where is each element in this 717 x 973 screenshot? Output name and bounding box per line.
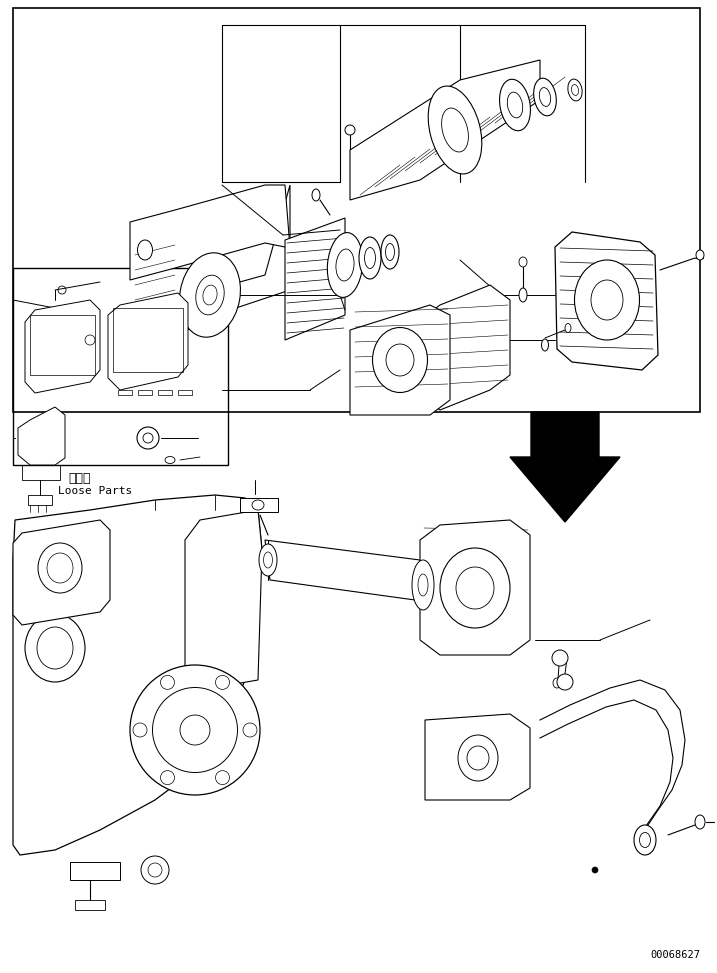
Ellipse shape — [328, 233, 363, 298]
Circle shape — [557, 674, 573, 690]
Text: 同栃品: 同栃品 — [69, 472, 91, 485]
Ellipse shape — [519, 257, 527, 267]
Ellipse shape — [138, 332, 153, 352]
Ellipse shape — [467, 746, 489, 770]
Ellipse shape — [695, 815, 705, 829]
Polygon shape — [108, 293, 188, 390]
Ellipse shape — [165, 456, 175, 463]
Ellipse shape — [359, 237, 381, 279]
Polygon shape — [240, 498, 278, 512]
Ellipse shape — [38, 543, 82, 593]
Polygon shape — [510, 412, 620, 522]
Polygon shape — [420, 285, 510, 410]
Ellipse shape — [591, 280, 623, 320]
Polygon shape — [350, 60, 540, 200]
Ellipse shape — [386, 344, 414, 376]
Circle shape — [141, 856, 169, 884]
Ellipse shape — [137, 427, 159, 449]
Ellipse shape — [440, 548, 510, 628]
Ellipse shape — [568, 79, 582, 101]
Ellipse shape — [179, 253, 240, 338]
Polygon shape — [130, 300, 175, 352]
Polygon shape — [13, 495, 262, 855]
Polygon shape — [13, 520, 110, 625]
Ellipse shape — [574, 260, 640, 340]
Ellipse shape — [519, 288, 527, 302]
Ellipse shape — [500, 79, 531, 130]
Ellipse shape — [130, 665, 260, 795]
Polygon shape — [18, 407, 65, 465]
Polygon shape — [130, 185, 290, 280]
Polygon shape — [555, 232, 658, 370]
Polygon shape — [350, 305, 450, 415]
Circle shape — [552, 650, 568, 666]
Polygon shape — [425, 714, 530, 800]
Ellipse shape — [458, 735, 498, 781]
Circle shape — [592, 867, 598, 873]
Ellipse shape — [412, 560, 434, 610]
Polygon shape — [70, 862, 120, 880]
Polygon shape — [75, 900, 105, 910]
Ellipse shape — [696, 250, 704, 260]
Ellipse shape — [428, 86, 482, 174]
Polygon shape — [175, 185, 290, 340]
Ellipse shape — [456, 567, 494, 609]
Polygon shape — [420, 520, 530, 655]
Ellipse shape — [565, 323, 571, 333]
Text: 00068627: 00068627 — [650, 950, 700, 960]
Ellipse shape — [541, 339, 549, 351]
Polygon shape — [185, 510, 262, 690]
Polygon shape — [265, 540, 425, 600]
Ellipse shape — [25, 614, 85, 682]
Ellipse shape — [85, 332, 95, 348]
Ellipse shape — [373, 328, 427, 392]
Polygon shape — [285, 218, 345, 340]
Ellipse shape — [381, 235, 399, 269]
Ellipse shape — [442, 108, 468, 152]
Polygon shape — [25, 300, 100, 393]
Ellipse shape — [533, 78, 556, 116]
Ellipse shape — [138, 240, 153, 260]
Ellipse shape — [634, 825, 656, 855]
Ellipse shape — [553, 678, 561, 688]
Text: Loose Parts: Loose Parts — [58, 486, 132, 496]
Ellipse shape — [259, 544, 277, 576]
